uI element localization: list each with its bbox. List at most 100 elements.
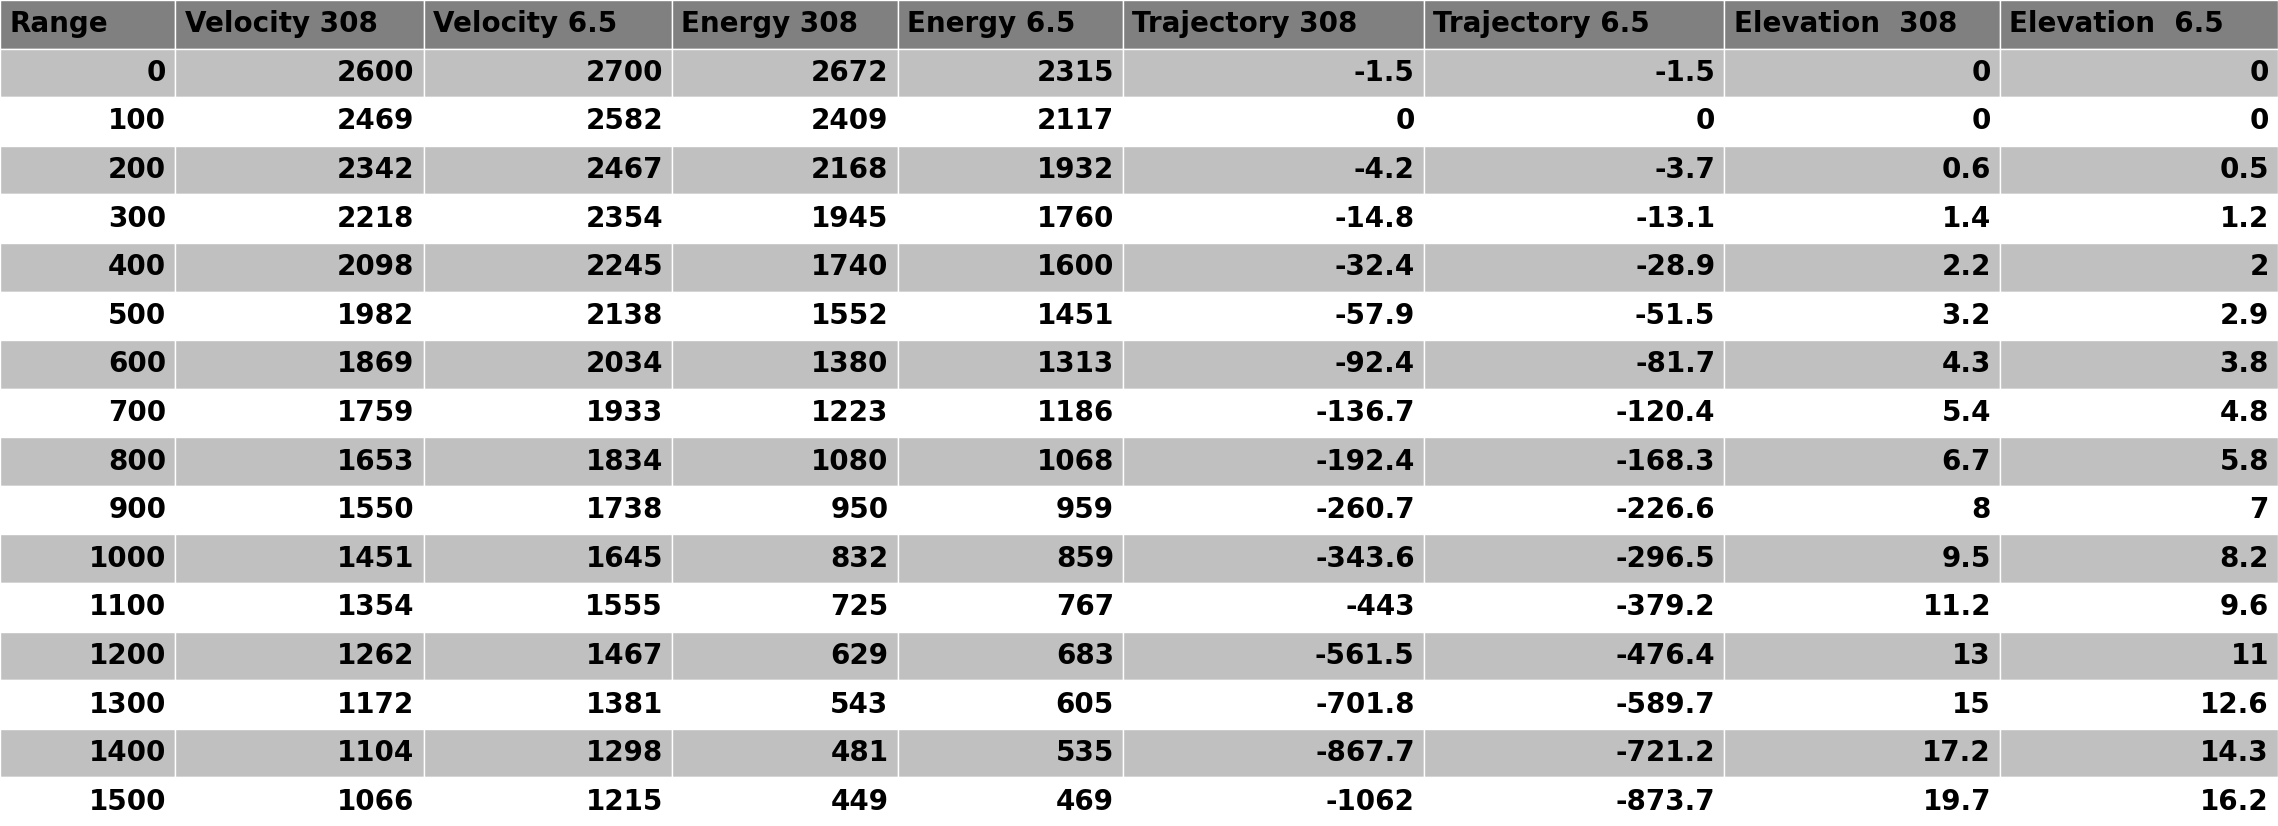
Text: 200: 200 — [107, 156, 166, 184]
Bar — [1424, 292, 1724, 340]
Bar — [175, 437, 424, 486]
Text: 13: 13 — [1952, 642, 1991, 670]
Text: 1869: 1869 — [337, 350, 415, 378]
Bar — [1724, 145, 2000, 194]
Text: 19.7: 19.7 — [1923, 788, 1991, 816]
Text: 2.2: 2.2 — [1941, 254, 1991, 281]
Bar — [175, 534, 424, 583]
Bar — [2000, 729, 2278, 777]
Text: 0: 0 — [2248, 59, 2269, 87]
Text: 0.5: 0.5 — [2219, 156, 2269, 184]
Bar — [175, 632, 424, 681]
Text: 725: 725 — [829, 593, 888, 621]
Bar — [1724, 583, 2000, 632]
Text: 900: 900 — [109, 496, 166, 525]
Bar — [1424, 583, 1724, 632]
Text: 11: 11 — [2230, 642, 2269, 670]
Text: 1653: 1653 — [337, 448, 415, 476]
Text: 1186: 1186 — [1036, 399, 1114, 427]
Bar — [1123, 389, 1424, 437]
Bar — [898, 49, 1123, 97]
Text: 1215: 1215 — [585, 788, 663, 816]
Text: 16.2: 16.2 — [2201, 788, 2269, 816]
Bar — [2000, 389, 2278, 437]
Text: 1451: 1451 — [337, 545, 415, 572]
Text: 2098: 2098 — [337, 254, 415, 281]
Text: 481: 481 — [831, 739, 888, 767]
Bar — [175, 49, 424, 97]
Text: 950: 950 — [829, 496, 888, 525]
Text: -28.9: -28.9 — [1636, 254, 1715, 281]
Bar — [1724, 729, 2000, 777]
Bar — [672, 194, 898, 243]
Bar — [0, 145, 175, 194]
Bar — [1424, 534, 1724, 583]
Bar — [1424, 729, 1724, 777]
Text: 629: 629 — [831, 642, 888, 670]
Bar — [1424, 194, 1724, 243]
Bar — [898, 729, 1123, 777]
Text: 1313: 1313 — [1036, 350, 1114, 378]
Bar — [175, 681, 424, 729]
Text: 8: 8 — [1970, 496, 1991, 525]
Bar — [1724, 777, 2000, 826]
Text: 0: 0 — [1394, 107, 1415, 135]
Text: 11.2: 11.2 — [1923, 593, 1991, 621]
Text: 800: 800 — [107, 448, 166, 476]
Text: 1380: 1380 — [811, 350, 888, 378]
Bar — [175, 340, 424, 389]
Bar — [898, 340, 1123, 389]
Text: 1740: 1740 — [811, 254, 888, 281]
Text: 2: 2 — [2248, 254, 2269, 281]
Bar — [672, 486, 898, 534]
Bar — [898, 583, 1123, 632]
Bar — [424, 729, 672, 777]
Text: Elevation  6.5: Elevation 6.5 — [2009, 10, 2223, 38]
Text: 2409: 2409 — [811, 107, 888, 135]
Bar — [2000, 777, 2278, 826]
Bar — [2000, 583, 2278, 632]
Text: -260.7: -260.7 — [1314, 496, 1415, 525]
Text: -120.4: -120.4 — [1615, 399, 1715, 427]
Bar — [0, 681, 175, 729]
Bar — [175, 486, 424, 534]
Bar — [1724, 486, 2000, 534]
Bar — [898, 0, 1123, 49]
Text: -1062: -1062 — [1326, 788, 1415, 816]
Text: 1645: 1645 — [585, 545, 663, 572]
Text: 1200: 1200 — [89, 642, 166, 670]
Text: Energy 308: Energy 308 — [681, 10, 859, 38]
Text: 400: 400 — [107, 254, 166, 281]
Text: 2354: 2354 — [585, 205, 663, 233]
Text: 500: 500 — [107, 301, 166, 330]
Text: -867.7: -867.7 — [1314, 739, 1415, 767]
Text: 7: 7 — [2248, 496, 2269, 525]
Bar — [424, 243, 672, 292]
Bar — [1724, 632, 2000, 681]
Bar — [672, 729, 898, 777]
Text: 3.2: 3.2 — [1941, 301, 1991, 330]
Bar — [424, 145, 672, 194]
Text: 1932: 1932 — [1036, 156, 1114, 184]
Text: 859: 859 — [1055, 545, 1114, 572]
Text: 0.6: 0.6 — [1941, 156, 1991, 184]
Bar — [2000, 534, 2278, 583]
Bar — [898, 777, 1123, 826]
Bar — [0, 97, 175, 145]
Bar — [1123, 292, 1424, 340]
Bar — [1123, 243, 1424, 292]
Text: 0: 0 — [1695, 107, 1715, 135]
Text: 2168: 2168 — [811, 156, 888, 184]
Text: 1172: 1172 — [337, 691, 415, 719]
Bar — [1724, 340, 2000, 389]
Text: -192.4: -192.4 — [1314, 448, 1415, 476]
Text: 832: 832 — [829, 545, 888, 572]
Text: 1300: 1300 — [89, 691, 166, 719]
Text: 8.2: 8.2 — [2219, 545, 2269, 572]
Text: 2600: 2600 — [337, 59, 415, 87]
Bar — [424, 486, 672, 534]
Bar — [424, 49, 672, 97]
Bar — [1123, 632, 1424, 681]
Bar — [1424, 243, 1724, 292]
Text: 1760: 1760 — [1036, 205, 1114, 233]
